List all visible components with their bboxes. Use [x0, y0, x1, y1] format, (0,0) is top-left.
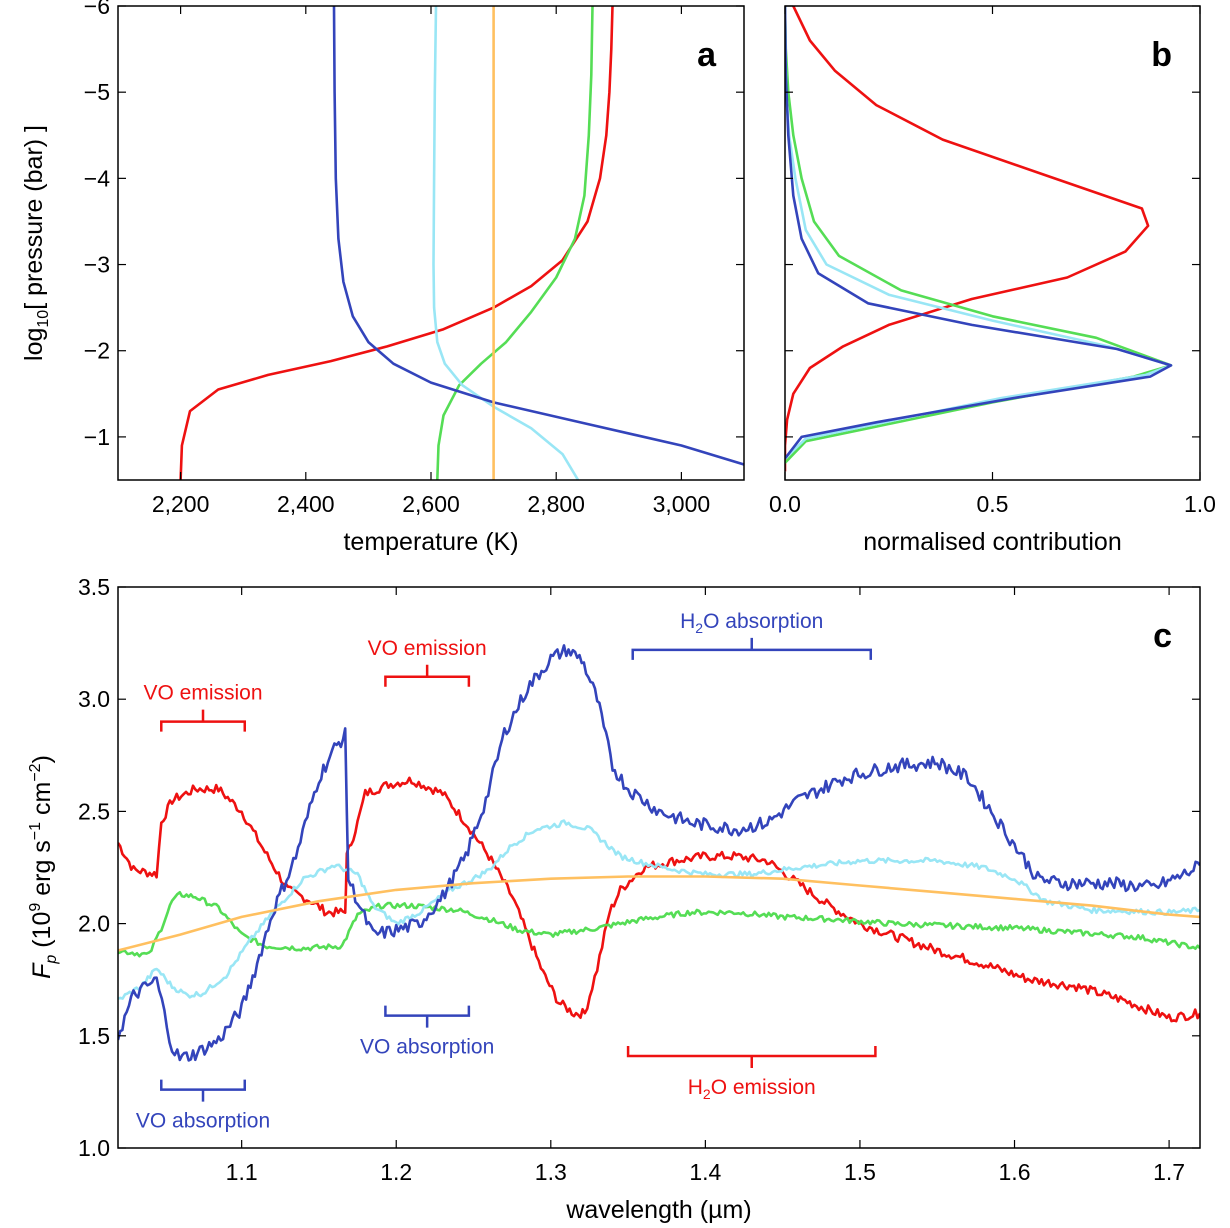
bracket-line	[384, 664, 471, 687]
y-axis-label-flux: Fp (109 erg s−1 cm−2)	[27, 755, 60, 979]
x-tick-label: 1.4	[689, 1159, 721, 1185]
annotation-subscript: 2	[695, 620, 703, 636]
y-tick-label: −6	[84, 0, 110, 19]
annotation-label: VO absorption	[360, 1036, 494, 1059]
series-line-blue	[785, 6, 1173, 460]
x-axis-label: normalised contribution	[863, 528, 1121, 556]
plot-area	[118, 644, 1200, 1062]
panel-b-contribution-function: 0.0 0.5 1.0 normalised contribution b	[769, 5, 1216, 556]
x-tick-label: 3,000	[653, 491, 711, 517]
label-superscript: 9	[27, 903, 44, 912]
x-tick-label: 0.0	[769, 491, 801, 517]
series-line-blue	[118, 644, 1200, 1062]
series-line-green	[785, 6, 1173, 464]
y-tick-label: −5	[84, 79, 110, 105]
x-tick-label: 1.1	[226, 1159, 258, 1185]
y-axis-label-pressure: log10[ pressure (bar) ]	[20, 125, 52, 361]
bracket-line	[160, 709, 246, 732]
annotation-bracket: VO absorption	[360, 1005, 494, 1059]
label-part: F	[28, 962, 56, 979]
y-tick-label: −2	[84, 338, 110, 364]
label-subscript: p	[43, 955, 60, 965]
label-part: erg s	[28, 840, 56, 903]
label-part: (10	[28, 912, 56, 955]
bracket-line	[160, 1079, 246, 1102]
series-line-red	[118, 776, 1200, 1023]
series-line-green	[436, 6, 594, 480]
bracket-line	[626, 1046, 877, 1068]
annotation-bracket: H2O absorption	[631, 610, 873, 660]
x-tick-label: 2,800	[527, 491, 585, 517]
axes-frame	[784, 5, 1201, 481]
x-axis-label: temperature (K)	[343, 528, 518, 556]
series-line-blue	[332, 6, 744, 466]
series-line-cyan	[118, 819, 1200, 1000]
x-tick-label: 2,600	[402, 491, 460, 517]
y-tick-label: 1.5	[78, 1023, 110, 1049]
bracket-line	[384, 1005, 471, 1028]
plot-area	[179, 6, 744, 480]
x-tick-label: 2,200	[152, 491, 210, 517]
y-tick-label: 3.5	[78, 574, 110, 600]
x-tick-label: 1.0	[1184, 491, 1216, 517]
x-tick-label: 1.7	[1153, 1159, 1185, 1185]
annotation-bracket: VO emission	[143, 682, 263, 732]
y-tick-label: 1.0	[78, 1135, 110, 1161]
annotation-label: VO emission	[143, 682, 262, 705]
x-tick-label: 1.6	[999, 1159, 1031, 1185]
label-part: [ pressure (bar) ]	[20, 125, 48, 310]
annotation-bracket: H2O emission	[626, 1046, 877, 1102]
x-axis-label: wavelength (µm)	[565, 1196, 751, 1224]
y-tick-label: −3	[84, 252, 110, 278]
x-tick-label: 2,400	[277, 491, 335, 517]
annotation-label: H2O emission	[688, 1076, 816, 1102]
y-axis-labels: log10[ pressure (bar) ] Fp (109 erg s−1 c…	[20, 125, 60, 979]
annotation-text-part: H	[680, 610, 695, 633]
annotation-bracket: VO emission	[368, 637, 487, 687]
x-tick-label: 0.5	[977, 491, 1009, 517]
y-tick-label: −1	[84, 424, 110, 450]
y-tick-label: 2.0	[78, 911, 110, 937]
annotation-text-part: H	[688, 1076, 703, 1099]
annotation-label: H2O absorption	[680, 610, 823, 636]
y-tick-label: 3.0	[78, 686, 110, 712]
x-tick-label: 1.5	[844, 1159, 876, 1185]
panel-a-temperature-profile: 2,200 2,400 2,600 2,800 3,000 −1 −2 −3 −4 −5 −6 tem…	[84, 0, 745, 556]
axes-frame	[117, 586, 1201, 1149]
annotation-bracket: VO absorption	[136, 1079, 270, 1133]
series-line-red	[785, 6, 1150, 472]
label-superscript: −2	[27, 763, 44, 781]
panel-letter: b	[1151, 36, 1172, 74]
annotation-subscript: 2	[703, 1086, 711, 1102]
y-tick-label: 2.5	[78, 798, 110, 824]
series-line-cyan	[785, 6, 1173, 460]
label-superscript: −1	[27, 822, 44, 840]
plot-area	[785, 6, 1173, 472]
label-part: cm	[28, 782, 56, 822]
series-line-red	[179, 6, 614, 480]
panel-letter: a	[697, 36, 717, 74]
series-line-green	[118, 891, 1200, 958]
panel-c-emission-spectrum: 1.1 1.2 1.3 1.4 1.5 1.6 1.7 1.0 1.5 2.0 2.5 3.0 3.5 w…	[78, 574, 1201, 1224]
annotation-text-part: O absorption	[703, 610, 823, 633]
label-subscript: 10	[35, 310, 52, 328]
label-part: )	[28, 755, 56, 763]
y-tick-label: −4	[84, 165, 110, 191]
x-tick-label: 1.3	[535, 1159, 567, 1185]
label-part: log	[20, 328, 48, 361]
annotation-label: VO absorption	[136, 1110, 270, 1133]
series-line-cyan	[432, 6, 580, 480]
annotation-label: VO emission	[368, 637, 487, 660]
x-tick-label: 1.2	[380, 1159, 412, 1185]
annotation-text-part: O emission	[711, 1076, 816, 1099]
axes-frame	[117, 5, 745, 481]
series-line-orange	[118, 875, 1200, 952]
panel-letter: c	[1153, 617, 1172, 655]
bracket-line	[631, 637, 873, 660]
